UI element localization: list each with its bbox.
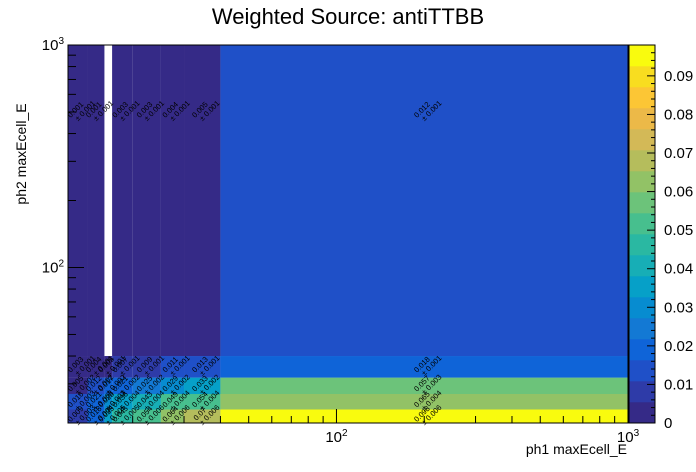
colorbar-tick-label: 0.08 (664, 106, 693, 123)
x-tick-label: 102 (325, 428, 348, 446)
heatmap-cell (184, 377, 221, 395)
heatmap-cell (87, 394, 105, 410)
y-tick-label: 103 (42, 36, 65, 54)
heatmap-cell (220, 377, 629, 395)
heatmap-cell (68, 409, 88, 423)
heatmap-cell (160, 409, 185, 423)
heatmap-cell (112, 377, 133, 395)
heatmap-cell (68, 45, 88, 357)
colorbar-swatch (629, 87, 655, 109)
colorbar-tick-label: 0.01 (664, 376, 693, 393)
heatmap-cell (104, 394, 113, 410)
heatmap-cell (68, 377, 88, 395)
colorbar-swatch (629, 234, 655, 256)
heatmap-cell (112, 409, 133, 423)
heatmap-cell (104, 409, 113, 423)
colorbar-swatch (629, 171, 655, 193)
heatmap-cell (68, 394, 88, 410)
colorbar-tick-label: 0.09 (664, 68, 693, 85)
heatmap-cell (104, 377, 113, 395)
heatmap-cell (87, 356, 105, 378)
heatmap-cell (132, 45, 161, 357)
heatmap-cell (220, 394, 629, 410)
colorbar-swatch (629, 360, 655, 382)
y-tick-label: 102 (42, 258, 65, 276)
heatmap-cell (160, 356, 185, 378)
y-axis-label: ph2 maxEcell_E (13, 103, 29, 204)
colorbar-tick-label: 0 (664, 415, 672, 432)
heatmap-cell (160, 377, 185, 395)
colorbar-swatch (629, 402, 655, 424)
colorbar-swatch (629, 339, 655, 361)
colorbar-swatch (629, 318, 655, 340)
heatmap-cell (104, 356, 113, 378)
colorbar-tick-label: 0.07 (664, 145, 693, 162)
plot-frame (67, 44, 629, 424)
heatmap-cell (160, 45, 185, 357)
x-axis-label: ph1 maxEcell_E (526, 441, 627, 457)
heatmap-cell (184, 45, 221, 357)
heatmap-cell (87, 409, 105, 423)
colorbar-swatch (629, 129, 655, 151)
heatmap-cell (87, 377, 105, 395)
heatmap-cell (184, 394, 221, 410)
colorbar-swatch (629, 381, 655, 403)
colorbar-tick-label: 0.02 (664, 338, 693, 355)
colorbar-swatch (629, 45, 655, 67)
colorbar-frame (628, 44, 656, 424)
heatmap-cell (112, 356, 133, 378)
heatmap-cell (132, 356, 161, 378)
heatmap-cell (87, 45, 105, 357)
colorbar-swatch (629, 297, 655, 319)
heatmap-cells (68, 45, 629, 423)
colorbar-tick-label: 0.05 (664, 222, 693, 239)
heatmap-cell (184, 356, 221, 378)
colorbar-tick-label: 0.04 (664, 261, 693, 278)
color-bar: 0 0.01 0.02 0.03 0.04 0.05 0.06 0.07 0.08 0.09 (628, 44, 693, 432)
colorbar-swatch (629, 255, 655, 277)
heatmap-cell (132, 394, 161, 410)
colorbar-swatch (629, 213, 655, 235)
colorbar-swatch (629, 66, 655, 88)
heatmap-cell (184, 409, 221, 423)
colorbar-tick-label: 0.03 (664, 299, 693, 316)
heatmap-cell (220, 45, 629, 357)
heatmap-cell (160, 394, 185, 410)
heatmap-cell (132, 409, 161, 423)
colorbar-swatch (629, 150, 655, 172)
colorbar-swatch (629, 276, 655, 298)
heatmap-cell (132, 377, 161, 395)
colorbar-swatch (629, 108, 655, 130)
heatmap-cell (112, 394, 133, 410)
chart-title: Weighted Source: antiTTBB (212, 4, 484, 29)
colorbar-tick-label: 0.06 (664, 184, 693, 201)
heatmap-cell (68, 356, 88, 378)
heatmap-cell (220, 356, 629, 378)
colorbar-swatch (629, 192, 655, 214)
heatmap-cell (112, 45, 133, 357)
